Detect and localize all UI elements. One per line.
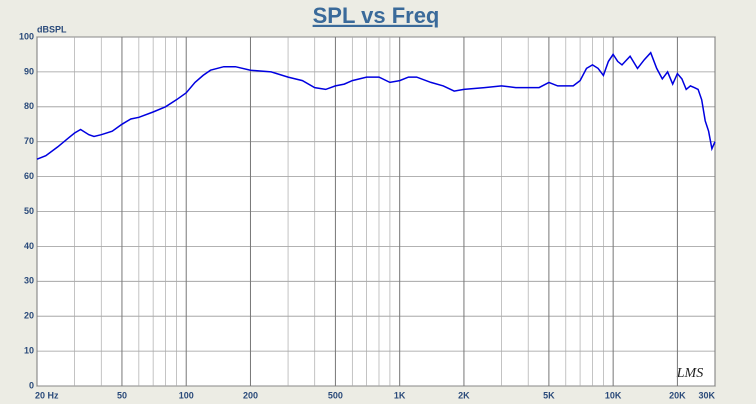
annotation: LMS: [676, 366, 703, 381]
x-tick-label: 200: [243, 390, 258, 400]
x-tick-label: 1K: [394, 390, 406, 400]
x-tick-label: 100: [179, 390, 194, 400]
x-tick-label: 5K: [543, 390, 555, 400]
y-tick-label: 40: [24, 241, 34, 251]
y-tick-label: 50: [24, 206, 34, 216]
y-tick-label: 10: [24, 345, 34, 355]
y-axis-label: dBSPL: [37, 24, 67, 34]
y-tick-label: 20: [24, 311, 34, 321]
x-tick-label: 2K: [458, 390, 470, 400]
series-line: [36, 51, 716, 160]
x-tick-label: 20 Hz: [35, 390, 59, 400]
y-tick-label: 70: [24, 136, 34, 146]
y-tick-label: 60: [24, 171, 34, 181]
y-tick-label: 100: [19, 31, 34, 41]
x-tick-label: 30K: [698, 390, 715, 400]
y-tick-label: 80: [24, 101, 34, 111]
y-tick-label: 30: [24, 276, 34, 286]
y-tick-label: 90: [24, 66, 34, 76]
x-tick-label: 500: [328, 390, 343, 400]
chart-title: SPL vs Freq: [313, 3, 440, 28]
x-tick-label: 50: [117, 390, 127, 400]
y-tick-label: 0: [29, 380, 34, 390]
x-tick-label: 20K: [669, 390, 686, 400]
x-tick-label: 10K: [605, 390, 622, 400]
